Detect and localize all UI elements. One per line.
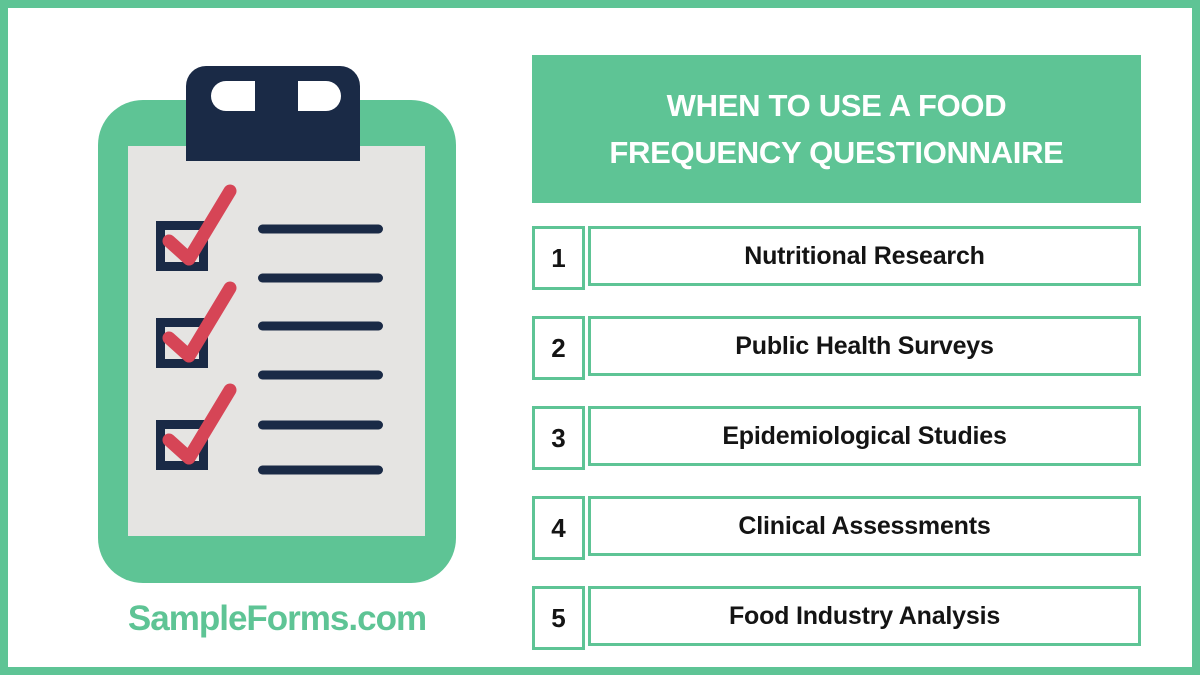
list-item: 4 Clinical Assessments	[532, 496, 1141, 560]
clipboard-clip	[186, 66, 360, 161]
checkbox-checked-icon	[156, 281, 237, 368]
site-label: SampleForms.com	[127, 599, 427, 638]
use-case-list: 1 Nutritional Research 2 Public Health S…	[532, 226, 1141, 667]
paper-text-lines	[258, 224, 383, 475]
list-item-number: 1	[532, 226, 585, 290]
list-item-label: Nutritional Research	[588, 226, 1141, 286]
list-item: 3 Epidemiological Studies	[532, 406, 1141, 470]
list-item: 5 Food Industry Analysis	[532, 586, 1141, 650]
list-item-number: 4	[532, 496, 585, 560]
list-item-number: 3	[532, 406, 585, 470]
list-item-number: 5	[532, 586, 585, 650]
page-title-line2: FREQUENCY QUESTIONNAIRE	[609, 135, 1064, 170]
checkbox-checked-icon	[156, 383, 237, 470]
list-item-label: Epidemiological Studies	[588, 406, 1141, 466]
list-item-label: Public Health Surveys	[588, 316, 1141, 376]
list-item-number: 2	[532, 316, 585, 380]
list-item-label: Clinical Assessments	[588, 496, 1141, 556]
clipboard-body	[98, 100, 456, 583]
list-item: 2 Public Health Surveys	[532, 316, 1141, 380]
list-item: 1 Nutritional Research	[532, 226, 1141, 290]
page-title-line1: WHEN TO USE A FOOD	[666, 88, 1007, 123]
title-banner: WHEN TO USE A FOOD FREQUENCY QUESTIONNAI…	[532, 55, 1141, 203]
clipboard-paper	[128, 146, 425, 536]
checkbox-checked-icon	[156, 184, 237, 271]
list-item-label: Food Industry Analysis	[588, 586, 1141, 646]
